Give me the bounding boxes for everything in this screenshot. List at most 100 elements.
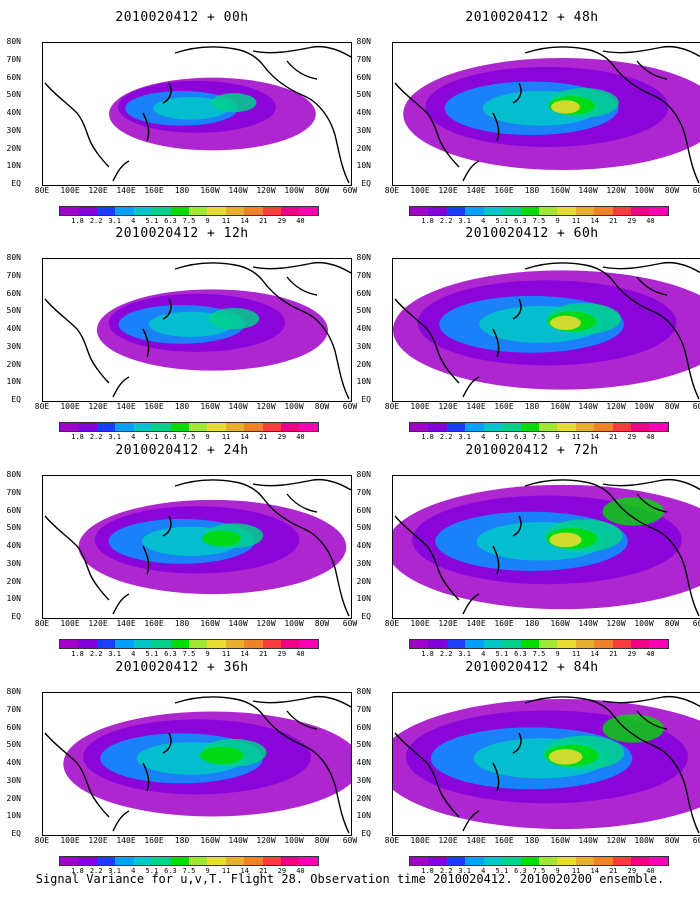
latitude-tick-label: 80N (356, 470, 371, 479)
longitude-tick-label: 100W (284, 836, 304, 845)
colorbar-tick-label: 6.3 (164, 217, 177, 225)
longitude-tick-label: 60W (342, 186, 358, 195)
latitude-tick-label: EQ (361, 395, 371, 404)
colorbar-tick-label: 9 (555, 650, 560, 658)
latitude-tick-label: 30N (6, 558, 21, 568)
longitude-tick-label: 140E (116, 186, 136, 195)
longitude-tick-label: 80E (34, 619, 50, 628)
colorbar-tick-label: 7.5 (182, 650, 196, 658)
latitude-tick-label: 70N (356, 704, 371, 714)
colorbar-swatch (446, 207, 466, 215)
longitude-tick-label: 80E (34, 402, 50, 411)
colorbar-swatch (575, 207, 595, 215)
latitude-axis: 80N 70N 60N 50N 40N 30N 20N 10N EQ (352, 38, 371, 188)
colorbar-tick-label: 6.3 (514, 867, 527, 875)
longitude-tick-label: 160E (494, 836, 514, 845)
longitude-tick-label: 160E (494, 402, 514, 411)
latitude-axis: 80N 70N 60N 50N 40N 30N 20N 10N EQ (2, 38, 21, 188)
longitude-tick-label: 120W (606, 402, 626, 411)
variance-map (42, 692, 352, 836)
colorbar-tick-label: 14 (240, 217, 249, 225)
longitude-tick-label: 140W (228, 836, 248, 845)
colorbar-tick-label: 3.1 (108, 650, 122, 658)
colorbar-tick-label: 4 (481, 867, 486, 875)
colorbar-tick-label: 1.8 (71, 433, 84, 441)
longitude-tick-label: 120E (88, 619, 108, 628)
longitude-tick-label: 100E (410, 619, 430, 628)
colorbar-swatch (115, 207, 134, 215)
latitude-tick-label: 60N (356, 288, 371, 298)
coastline (394, 45, 700, 184)
colorbar-swatch (207, 857, 226, 865)
colorbar-swatch (428, 857, 447, 865)
longitude-tick-label: 120W (256, 836, 276, 845)
longitude-tick-label: 140E (116, 836, 136, 845)
latitude-tick-label: 60N (356, 505, 371, 515)
panel-title: 2010020412 + 60h (465, 226, 599, 241)
forecast-panel: 2010020412 + 48h 80N 70N 60N 50N 40N 30N 20N 10N… (357, 10, 700, 225)
longitude-tick-label: 140W (578, 619, 598, 628)
longitude-tick-label: 60W (692, 619, 700, 628)
colorbar-tick-label: 40 (646, 650, 655, 658)
colorbar-tick-label: 2.2 (89, 433, 103, 441)
colorbar-swatch (483, 640, 503, 648)
colorbar-tick-label: 6.3 (514, 433, 527, 441)
forecast-panel: 2010020412 + 84h 80N 70N 60N 50N 40N 30N 20N 10N… (357, 660, 700, 875)
longitude-tick-label: 100W (634, 402, 654, 411)
colorbar-tick-label: 6.3 (164, 650, 177, 658)
colorbar-swatch (299, 640, 318, 648)
colorbar-swatch (410, 423, 429, 431)
longitude-axis: 80E 100E 120E 140E 160E 180 160W 140W 120W 100W 80… (385, 836, 700, 846)
latitude-tick-label: 80N (356, 37, 371, 46)
longitude-tick-label: 100W (634, 186, 654, 195)
longitude-tick-label: 160W (200, 836, 220, 845)
panel-title: 2010020412 + 84h (465, 660, 599, 675)
colorbar-swatch (612, 857, 632, 865)
colorbar-tick-label: 2.2 (439, 650, 453, 658)
colorbar-tick-label: 6.3 (514, 217, 527, 225)
colorbar-swatch (502, 207, 521, 215)
panel-title: 2010020412 + 36h (115, 660, 249, 675)
longitude-tick-label: 160W (550, 402, 570, 411)
variance-field (63, 711, 351, 817)
colorbar-swatch (465, 640, 484, 648)
latitude-tick-label: 60N (6, 505, 21, 515)
latitude-tick-label: 40N (6, 758, 21, 767)
colorbar-swatch (410, 640, 429, 648)
variance-field (403, 57, 700, 171)
latitude-tick-label: 40N (356, 108, 371, 117)
forecast-panel: 2010020412 + 00h 80N 70N 60N 50N 40N 30N 20N 10N… (7, 10, 358, 225)
latitude-tick-label: 70N (356, 270, 371, 280)
colorbar-swatch (575, 640, 595, 648)
colorbar-tick-label: 3.1 (108, 217, 122, 225)
colorbar-tick-label: 11 (221, 650, 231, 658)
longitude-tick-label: 160E (494, 186, 514, 195)
colorbar-swatch (262, 423, 282, 431)
colorbar-swatch (410, 207, 429, 215)
latitude-tick-label: 30N (356, 775, 371, 785)
colorbar-tick-label: 5.1 (145, 867, 159, 875)
longitude-tick-label: 60W (692, 186, 700, 195)
colorbar-swatch (483, 857, 503, 865)
colorbar-swatch (262, 857, 282, 865)
colorbar-swatch (428, 207, 447, 215)
longitude-tick-label: 160E (144, 186, 164, 195)
colorbar-swatch (465, 857, 484, 865)
colorbar-swatch (299, 857, 318, 865)
colorbar-swatch (207, 207, 226, 215)
latitude-tick-label: 10N (6, 377, 21, 387)
longitude-tick-label: 120W (606, 836, 626, 845)
colorbar-swatch (115, 640, 134, 648)
coastline (44, 695, 351, 834)
longitude-tick-label: 160E (144, 619, 164, 628)
longitude-tick-label: 120W (256, 619, 276, 628)
colorbar-tick-label: 1.8 (421, 217, 434, 225)
colorbar-tick-label: 5.1 (495, 650, 509, 658)
variance-field (78, 499, 347, 595)
colorbar-swatch (115, 423, 134, 431)
longitude-axis: 80E 100E 120E 140E 160E 180 160W 140W 120W 100W 80… (385, 186, 700, 196)
colorbar-swatch (428, 423, 447, 431)
colorbar-tick-label: 29 (277, 217, 287, 225)
variance-map (392, 258, 700, 402)
panel-title: 2010020412 + 24h (115, 443, 249, 458)
